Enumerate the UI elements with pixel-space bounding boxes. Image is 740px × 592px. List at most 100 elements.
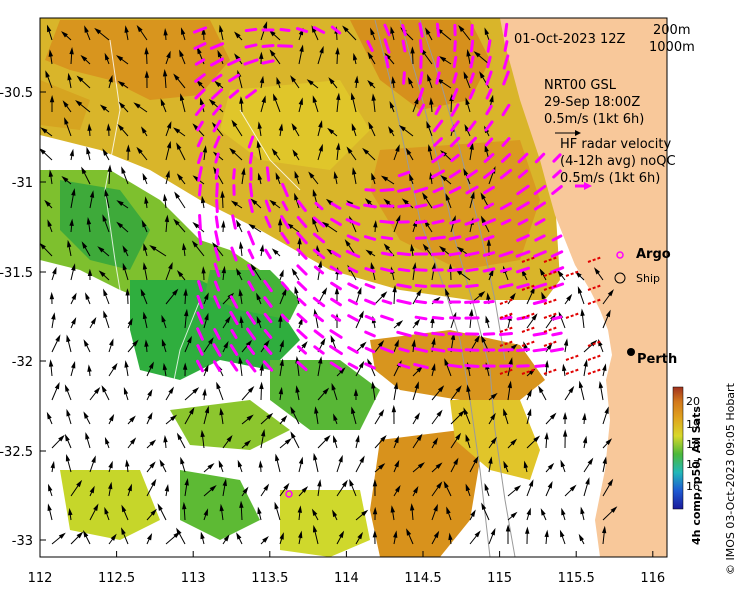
model-arrow-head (40, 243, 46, 250)
model-arrow-head (357, 286, 362, 295)
hf-arrow (347, 314, 359, 322)
model-arrow-head (372, 506, 378, 515)
red-arrow (565, 368, 581, 375)
model-arrow-head (279, 358, 284, 367)
model-time: 29-Sep 18:00Z (544, 95, 641, 110)
hf-arrow (194, 88, 206, 100)
model-arrow-head (528, 479, 534, 487)
model-arrow-head (318, 120, 323, 128)
hf-arrow (379, 219, 395, 225)
hf-arrow (347, 362, 359, 370)
argo-legend-marker (616, 251, 624, 259)
hf-arrow (230, 246, 238, 262)
hf-arrow (279, 28, 291, 32)
model-arrow-head (188, 407, 195, 415)
hf-arrow (312, 296, 326, 308)
model-arrow-head (484, 483, 489, 491)
hf-arrow (452, 55, 458, 69)
hf-arrow (196, 359, 204, 373)
model-arrow-head (121, 504, 127, 513)
hf-arrow (483, 202, 495, 210)
model-arrow-head (411, 339, 416, 347)
model-arrow-head (231, 119, 238, 127)
model-arrow-head (412, 262, 417, 270)
hf-arrow (364, 298, 376, 306)
model-arrow-head (181, 242, 187, 251)
model-arrow-head (463, 71, 469, 79)
hf-arrow (212, 119, 222, 133)
hf-arrow (413, 347, 429, 353)
model-arrow-head (319, 45, 324, 54)
hf-arrow (243, 58, 259, 66)
hf-arrow (296, 231, 308, 245)
model-arrow-head (40, 127, 48, 134)
colorbar-tick-20: 20 (686, 395, 700, 408)
model-arrow-head (389, 100, 395, 109)
model-arrow-head (465, 97, 470, 106)
model-arrow-head (489, 94, 494, 103)
model-arrow-head (160, 98, 166, 107)
hf-arrow (245, 89, 257, 99)
model-arrow-head (246, 414, 254, 421)
hf-arrow (211, 88, 223, 100)
model-arrow-head (338, 454, 343, 463)
model-arrow-head (474, 335, 480, 343)
model-arrow-head (108, 74, 113, 83)
model-arrow-head (106, 123, 111, 131)
model-arrow-head (314, 406, 319, 414)
model-arrow-head (388, 126, 394, 134)
model-arrow-head (224, 315, 231, 324)
hf-arrow (196, 311, 204, 325)
model-arrow-head (107, 164, 112, 172)
model-arrow-head (474, 530, 481, 538)
hf-arrow (469, 72, 475, 84)
model-arrow-head (257, 121, 262, 130)
hf-arrow (194, 104, 206, 116)
model-arrow-head (290, 75, 297, 83)
hf-arrow (485, 104, 493, 116)
model-arrow-head (414, 381, 419, 389)
hf-arrow (534, 364, 546, 368)
hf-arrow (549, 266, 565, 274)
model-arrow-head (166, 121, 172, 129)
model-arrow-head (598, 380, 604, 389)
model-arrow-head (443, 480, 449, 489)
hf-arrow (465, 235, 479, 241)
model-arrow-head (108, 413, 115, 422)
hf-arrow (551, 185, 563, 195)
y-tick-label: -32 (12, 355, 33, 370)
model-arrow-head (436, 409, 443, 417)
hf-arrow (516, 283, 530, 289)
model-arrow-head (317, 260, 323, 268)
model-arrow-head (186, 335, 192, 344)
hf-arrow (414, 315, 428, 321)
model-arrow-head (259, 381, 264, 390)
model-arrow-head (284, 438, 292, 445)
model-arrow-head (174, 191, 181, 199)
hf-arrow (214, 152, 220, 164)
model-arrow-head (444, 358, 449, 366)
hf-arrow (263, 329, 273, 339)
hf-arrow (364, 362, 376, 370)
model-arrow-head (605, 438, 613, 446)
hf-arrow (517, 169, 529, 179)
hf-arrow (482, 218, 496, 226)
model-arrow-head (236, 532, 242, 540)
colorbar-tick-17: 17 (686, 458, 700, 471)
model-arrow-head (176, 270, 184, 278)
model-arrow-head (365, 249, 373, 256)
hf-arrow (247, 263, 255, 277)
model-arrow-head (48, 169, 54, 177)
model-arrow-head (607, 289, 614, 297)
model-arrow-head (149, 461, 156, 469)
model-arrow-head (117, 80, 125, 87)
model-arrow-head (183, 288, 188, 296)
model-arrow-head (83, 411, 89, 419)
hf-arrow (498, 348, 514, 352)
hf-arrow (330, 314, 342, 322)
hf-arrow (485, 70, 493, 86)
model-arrow-head (394, 339, 399, 348)
model-arrow-head (352, 52, 358, 61)
model-arrow-head (172, 288, 179, 296)
